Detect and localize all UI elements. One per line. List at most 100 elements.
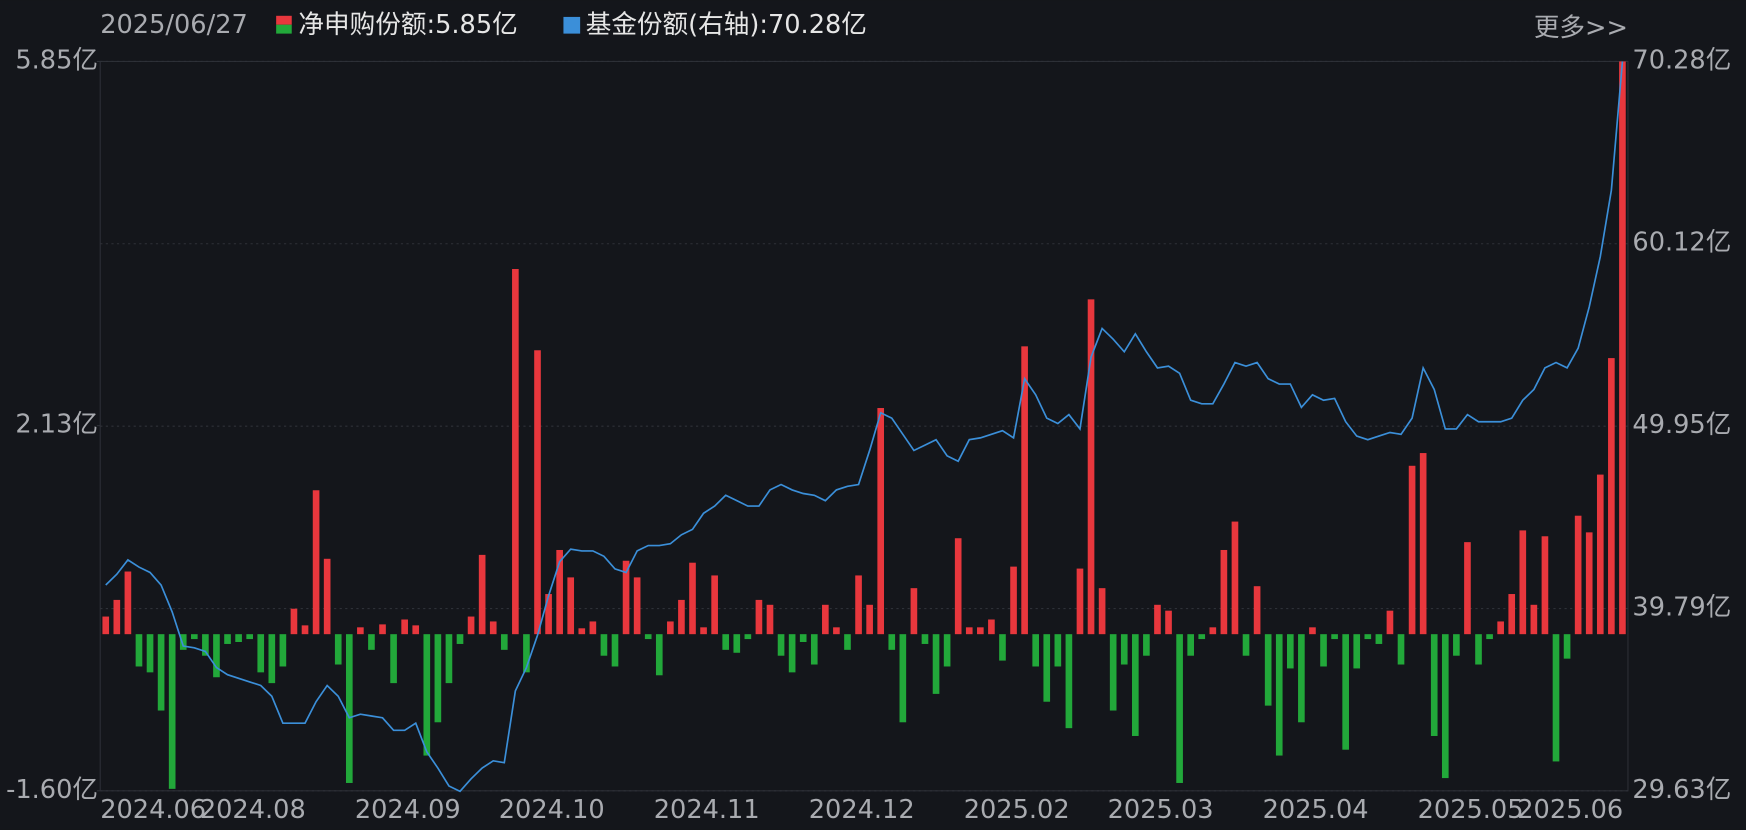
bar (290, 608, 298, 635)
bar (589, 621, 597, 635)
bar (456, 634, 464, 644)
bar (711, 575, 718, 635)
bar (1098, 588, 1106, 635)
bar (1010, 566, 1017, 635)
bar (822, 604, 829, 635)
bar (733, 634, 741, 653)
bar (954, 538, 962, 635)
bar (1574, 515, 1582, 635)
bar (1054, 634, 1062, 667)
bar (1264, 634, 1272, 706)
bar (257, 634, 265, 673)
bar (744, 634, 752, 640)
bar (1065, 634, 1073, 729)
bar (401, 619, 408, 635)
bar (1430, 634, 1438, 736)
bar (190, 634, 198, 640)
bar (755, 599, 763, 635)
bar (655, 634, 663, 676)
bar (766, 604, 774, 635)
x-tick-label: 2025.05 (1418, 795, 1524, 825)
bar (357, 627, 364, 635)
bar (855, 575, 862, 635)
legend-swatch (276, 24, 292, 34)
bar (1176, 634, 1183, 783)
bar (1464, 542, 1471, 635)
bar (1552, 634, 1560, 762)
bar (1342, 634, 1349, 750)
bar (1109, 634, 1117, 711)
x-tick-label: 2025.02 (964, 795, 1070, 825)
bar (921, 634, 929, 644)
bar (157, 634, 165, 711)
bar (368, 634, 375, 650)
x-tick-label: 2024.06 (100, 795, 206, 825)
bar (1519, 530, 1527, 635)
bar (722, 634, 730, 650)
bar (213, 634, 220, 678)
legend-swatch (276, 15, 292, 25)
bar (1475, 634, 1482, 665)
bar (910, 588, 918, 635)
bar (1530, 604, 1538, 635)
bar (1375, 634, 1383, 644)
bar (168, 634, 176, 789)
bar (788, 634, 796, 673)
bar (1275, 634, 1283, 756)
legend-swatch (563, 16, 581, 34)
bar (345, 634, 353, 783)
bar (810, 634, 818, 665)
bar (113, 599, 121, 635)
bar (1563, 634, 1571, 659)
bar (179, 634, 187, 650)
bar (988, 619, 995, 635)
bar (279, 634, 287, 667)
bar (467, 616, 475, 635)
bar (434, 634, 442, 723)
y-tick-label: -1.60亿 (6, 775, 98, 805)
bar (1043, 634, 1051, 702)
x-tick-label: 2024.12 (809, 795, 915, 825)
bar (1209, 627, 1217, 635)
bar (489, 621, 497, 635)
bar (1087, 299, 1095, 635)
bar (102, 616, 110, 635)
bar (1320, 634, 1327, 667)
bar (600, 634, 608, 656)
bar (1364, 634, 1372, 640)
bar (866, 604, 873, 635)
y2-tick-label: 49.95亿 (1632, 410, 1731, 440)
bar (833, 627, 840, 635)
bar (334, 634, 342, 665)
bar (224, 634, 231, 644)
bar (644, 634, 652, 640)
bar (1198, 634, 1206, 640)
date: 2025/06/27 (100, 10, 248, 40)
bar (1508, 594, 1516, 635)
bar (312, 490, 320, 635)
bar (445, 634, 453, 684)
legend-label: 基金份额(右轴):70.28亿 (586, 10, 867, 40)
bar (268, 634, 276, 684)
bar (943, 634, 951, 667)
y2-tick-label: 60.12亿 (1632, 228, 1731, 258)
bar (1231, 521, 1239, 635)
x-tick-label: 2025.04 (1263, 795, 1369, 825)
bar (611, 634, 619, 667)
more-link[interactable]: 更多>> (1534, 13, 1628, 43)
bar (1286, 634, 1294, 669)
bar (1596, 474, 1604, 635)
x-tick-label: 2025.03 (1108, 795, 1214, 825)
bar (135, 634, 143, 667)
x-tick-label: 2025.06 (1517, 795, 1623, 825)
bar (202, 634, 209, 656)
bar (578, 628, 586, 635)
bar (1331, 634, 1338, 640)
bar (246, 634, 253, 640)
bar (412, 625, 420, 635)
bar (777, 634, 785, 656)
bar (1408, 465, 1416, 635)
y-tick-label: 2.13亿 (15, 410, 98, 440)
bar (799, 634, 807, 643)
